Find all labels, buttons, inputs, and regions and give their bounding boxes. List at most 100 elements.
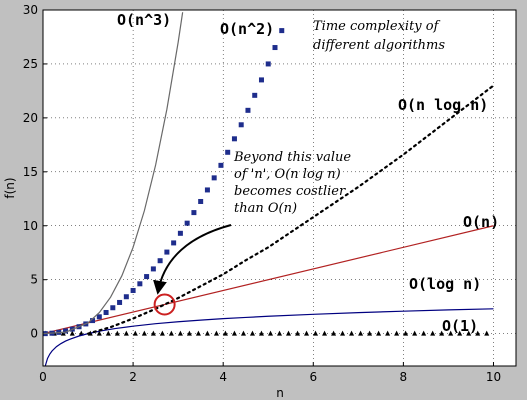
data-point-o-1 [304, 330, 310, 336]
series-line-o-n [43, 225, 494, 335]
data-point-o-1 [430, 330, 436, 336]
data-point-o-n-2 [198, 198, 204, 204]
data-point-o-n-2 [171, 240, 177, 246]
data-point-o-1 [258, 330, 264, 336]
annotation-line-2: of 'n', O(n log n) [234, 167, 341, 182]
data-point-o-1 [78, 330, 84, 336]
data-point-o-1 [349, 330, 355, 336]
annotation-arrow [153, 224, 232, 295]
data-point-o-n-2 [238, 122, 244, 128]
data-point-o-1 [475, 330, 481, 336]
series-label-n: O(n) [463, 213, 499, 231]
data-point-o-1 [331, 330, 337, 336]
crossover-circle [153, 293, 176, 316]
series-line-o-log-n [44, 308, 494, 366]
data-point-o-1 [448, 330, 454, 336]
data-point-o-n-2 [157, 258, 163, 264]
x-tick-label: 2 [129, 370, 137, 384]
data-point-o-1 [150, 330, 156, 336]
y-tick-label: 25 [23, 57, 38, 71]
data-point-o-1 [457, 330, 463, 336]
y-tick-label: 15 [23, 165, 38, 179]
data-point-o-n-2 [150, 266, 156, 272]
x-tick-label: 4 [219, 370, 227, 384]
data-point-o-1 [114, 330, 120, 336]
data-point-o-1 [168, 330, 174, 336]
data-point-o-1 [96, 330, 102, 336]
data-point-o-1 [177, 330, 183, 336]
axis-ticks: 0 2 4 6 8 10 0 5 10 15 20 25 30 [23, 3, 501, 384]
data-point-o-1 [439, 330, 445, 336]
data-point-o-1 [313, 330, 319, 336]
series-label-logn: O(log n) [409, 275, 481, 293]
chart-title-line-1: Time complexity of [313, 19, 441, 34]
series-label-n3: O(n^3) [117, 11, 171, 29]
data-point-o-1 [213, 330, 219, 336]
y-axis-label: f(n) [3, 177, 17, 198]
data-point-o-1 [358, 330, 364, 336]
data-point-o-1 [204, 330, 210, 336]
y-tick-label: 10 [23, 219, 38, 233]
plot-area [43, 10, 516, 366]
data-point-o-1 [159, 330, 165, 336]
data-point-o-n-2 [63, 328, 69, 334]
data-point-o-1 [141, 330, 147, 336]
data-point-o-n-2 [123, 294, 129, 300]
data-point-o-1 [69, 330, 75, 336]
data-point-o-1 [466, 330, 472, 336]
data-point-o-1 [322, 330, 328, 336]
data-point-o-1 [403, 330, 409, 336]
data-point-o-n-2 [110, 305, 116, 311]
data-point-o-1 [484, 330, 490, 336]
data-point-o-1 [295, 330, 301, 336]
data-point-o-1 [385, 330, 391, 336]
x-tick-label: 0 [39, 370, 47, 384]
annotation-line-1: Beyond this value [233, 150, 351, 165]
annotation-line-3: becomes costlier [234, 184, 346, 199]
data-point-o-n-2 [184, 220, 190, 226]
data-point-o-1 [394, 330, 400, 336]
series-line-o-n-3 [43, 12, 184, 335]
data-point-o-1 [249, 330, 255, 336]
data-point-o-1 [412, 330, 418, 336]
data-point-o-1 [277, 330, 282, 336]
data-point-o-1 [222, 330, 228, 336]
chart-title-line-2: different algorithms [313, 38, 445, 53]
data-point-o-n-2 [204, 187, 210, 193]
data-point-o-n-2 [90, 318, 96, 324]
x-tick-label: 8 [400, 370, 408, 384]
data-point-o-n-2 [218, 162, 224, 168]
data-point-o-n-2 [144, 274, 150, 280]
data-point-o-n-2 [137, 281, 143, 287]
data-point-o-1 [286, 330, 292, 336]
data-point-o-1 [123, 330, 129, 336]
data-point-o-n-2 [191, 210, 197, 216]
data-point-o-1 [186, 330, 192, 336]
data-point-o-n-2 [96, 314, 102, 320]
data-point-o-n-2 [177, 230, 183, 236]
data-point-o-n-2 [272, 45, 278, 51]
data-point-o-n-2 [258, 77, 264, 83]
plot-frame [42, 9, 517, 367]
data-point-o-1 [367, 330, 373, 336]
data-point-o-n-2 [279, 28, 285, 34]
data-point-o-1 [105, 330, 111, 336]
data-point-o-n-2 [231, 136, 237, 142]
data-point-o-1 [240, 330, 246, 336]
data-point-o-n-2 [117, 299, 123, 305]
y-tick-label: 5 [30, 273, 38, 287]
data-point-o-1 [231, 330, 237, 336]
data-point-o-n-2 [225, 149, 231, 155]
annotation-line-4: than O(n) [234, 201, 297, 216]
data-point-o-1 [340, 330, 346, 336]
series-label-n2: O(n^2) [220, 20, 274, 38]
series-label-nlogn: O(n log n) [398, 96, 488, 114]
data-point-o-n-2 [252, 92, 258, 98]
data-point-o-1 [376, 330, 382, 336]
data-point-o-n-2 [130, 287, 136, 293]
series-label-o1: O(1) [442, 317, 478, 335]
x-tick-label: 10 [486, 370, 501, 384]
data-point-o-1 [421, 330, 427, 336]
data-point-o-n-2 [265, 61, 271, 67]
